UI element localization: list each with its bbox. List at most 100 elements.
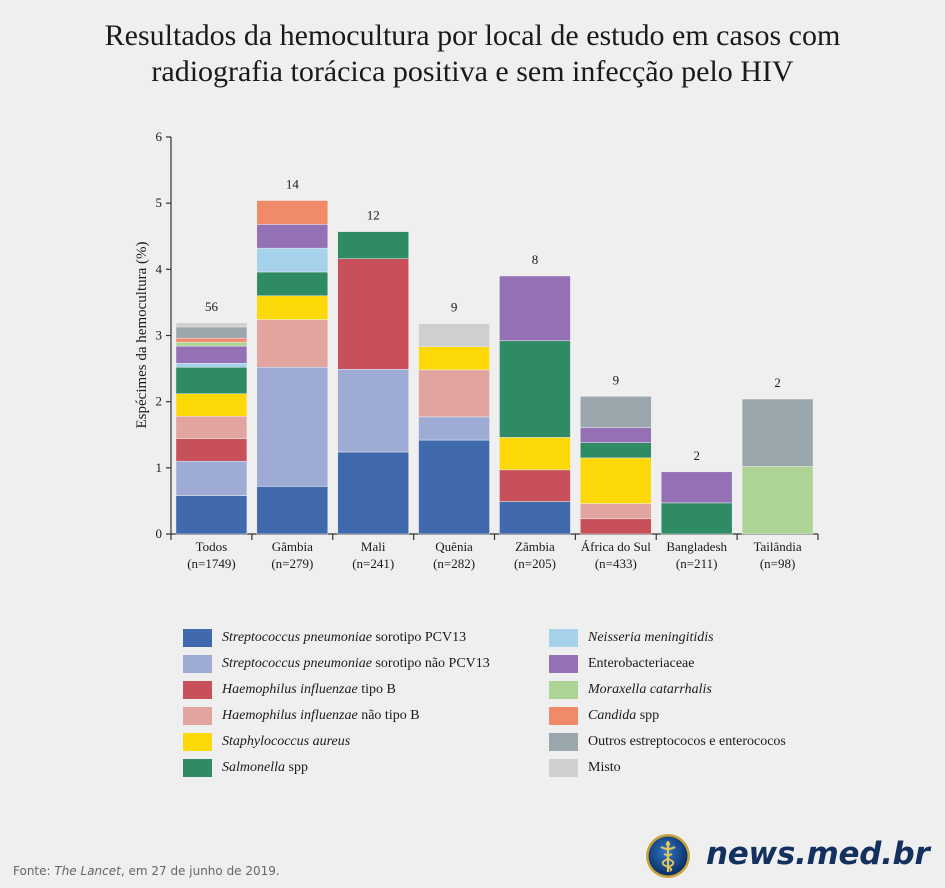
- bar-stack: [256, 200, 329, 535]
- legend-swatch: [549, 733, 578, 751]
- legend-label: Streptococcus pneumoniae sorotipo não PC…: [222, 656, 490, 671]
- legend-item: Streptococcus pneumoniae sorotipo não PC…: [183, 655, 490, 681]
- bar-segment: [175, 363, 248, 368]
- brand-logo: news.med.br: [644, 830, 939, 884]
- bar-stack: [741, 398, 814, 535]
- bar-segment: [580, 457, 652, 504]
- x-tick-sample-size: (n=98): [760, 556, 796, 571]
- bar-segment: [175, 367, 248, 394]
- x-tick-sample-size: (n=211): [676, 556, 718, 571]
- bar-stack: [660, 471, 733, 535]
- y-tick-label: 0: [156, 526, 163, 541]
- x-tick-label: África do Sul: [581, 539, 651, 554]
- y-axis-label: Espécimes da hemocultura (%): [134, 241, 150, 428]
- legend-column-2: Neisseria meningitidis Enterobacteriaceae…: [549, 629, 786, 785]
- legend-item: Haemophilus influenzae tipo B: [183, 681, 490, 707]
- bar-segment: [580, 518, 652, 535]
- bar-segment: [175, 341, 248, 347]
- x-tick-sample-size: (n=433): [595, 556, 637, 571]
- y-tick-label: 3: [156, 328, 163, 343]
- bar-total-label: 14: [286, 177, 300, 192]
- chart-title-line-2: radiografia torácica positiva e sem infe…: [151, 55, 794, 88]
- legend-swatch: [183, 655, 212, 673]
- bar-segment: [256, 247, 329, 273]
- legend-label: Staphylococcus aureus: [222, 734, 351, 749]
- x-tick-label: Gâmbia: [272, 539, 313, 554]
- x-tick-label: Todos: [196, 539, 228, 554]
- legend-label: Neisseria meningitidis: [588, 630, 714, 645]
- bar-stack: [418, 323, 490, 535]
- bar-total-labels: 56 14 12 9 8 9 2 2: [205, 177, 781, 463]
- bar-segment: [499, 501, 571, 535]
- bar-total-label: 56: [205, 299, 219, 314]
- chart-title-line-1: Resultados da hemocultura por local de e…: [104, 19, 841, 52]
- bar-segment: [175, 415, 248, 439]
- bar-segment: [337, 258, 409, 370]
- legend-label: Misto: [588, 760, 621, 775]
- bar-segment: [499, 340, 571, 438]
- bar-segment: [256, 486, 329, 535]
- bar-segment: [256, 271, 329, 297]
- bar-total-label: 2: [693, 448, 700, 463]
- bar-segment: [175, 326, 248, 339]
- legend-swatch: [183, 759, 212, 777]
- legend-item: Haemophilus influenzae não tipo B: [183, 707, 490, 733]
- bar-segment: [418, 416, 490, 441]
- legend-item: Streptococcus pneumoniae sorotipo PCV13: [183, 629, 490, 655]
- bar-stack: [499, 275, 571, 535]
- bar-segment: [337, 231, 409, 259]
- bar-total-label: 8: [532, 252, 539, 267]
- legend-swatch: [549, 681, 578, 699]
- source-prefix: Fonte:: [13, 864, 55, 878]
- x-tick-sample-size: (n=279): [271, 556, 313, 571]
- bar-segment: [499, 437, 571, 471]
- legend-item: Candida spp: [549, 707, 786, 733]
- legend-item: Outros estreptococos e enterococos: [549, 733, 786, 759]
- bar-segment: [175, 322, 248, 328]
- bar-segment: [337, 368, 409, 453]
- x-tick-sample-size: (n=205): [514, 556, 556, 571]
- x-tick-sample-size: (n=241): [352, 556, 394, 571]
- legend-item: Misto: [549, 759, 786, 785]
- x-tick-label: Mali: [361, 539, 386, 554]
- bar-segment: [741, 466, 814, 535]
- legend-swatch: [549, 759, 578, 777]
- bar-segment: [499, 469, 571, 502]
- caduceus-emblem-icon: [646, 834, 690, 878]
- bar-segment: [256, 200, 329, 225]
- bar-segment: [499, 275, 571, 342]
- y-tick-label: 2: [156, 394, 163, 409]
- legend-swatch: [549, 655, 578, 673]
- x-tick-sample-size: (n=1749): [187, 556, 236, 571]
- bar-total-label: 9: [613, 372, 620, 387]
- legend-label: Moraxella catarrhalis: [588, 682, 712, 697]
- bar-stack: [580, 396, 652, 535]
- source-note: Fonte: The Lancet, em 27 de junho de 201…: [13, 864, 280, 878]
- y-tick-label: 1: [156, 460, 163, 475]
- bars: [175, 200, 814, 535]
- y-axis: 0 1 2 3 4 5 6: [156, 129, 172, 541]
- bar-segment: [175, 393, 248, 417]
- x-tick-sample-size: (n=282): [433, 556, 475, 571]
- legend-label: Enterobacteriaceae: [588, 656, 695, 671]
- bar-total-label: 12: [367, 208, 380, 223]
- y-tick-label: 4: [156, 261, 163, 276]
- bar-segment: [660, 502, 733, 535]
- chart-title: Resultados da hemocultura por local de e…: [0, 18, 945, 90]
- legend-label: Haemophilus influenzae não tipo B: [222, 708, 420, 723]
- bar-segment: [418, 346, 490, 371]
- bar-segment: [580, 427, 652, 443]
- y-tick-label: 6: [156, 129, 163, 144]
- bar-stack: [337, 231, 409, 535]
- legend-label: Streptococcus pneumoniae sorotipo PCV13: [222, 630, 467, 645]
- bar-segment: [256, 319, 329, 368]
- legend-item: Enterobacteriaceae: [549, 655, 786, 681]
- bar-segment: [418, 439, 490, 535]
- legend-swatch: [183, 707, 212, 725]
- y-tick-label: 5: [156, 195, 163, 210]
- x-tick-label: Tailândia: [753, 539, 801, 554]
- bar-segment: [741, 398, 814, 467]
- legend-label: Haemophilus influenzae tipo B: [222, 682, 396, 697]
- legend-item: Staphylococcus aureus: [183, 733, 490, 759]
